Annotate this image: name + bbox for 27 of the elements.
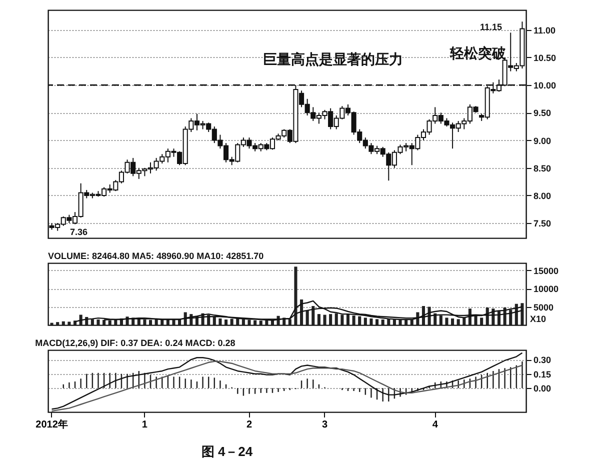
y-tick-label: 9.50 — [534, 108, 552, 118]
y-tick-label: 0.15 — [534, 369, 552, 380]
y-tick-label: 15000 — [534, 266, 559, 276]
y-tick-label: 10000 — [534, 284, 559, 294]
x-tick-label: 4 — [432, 420, 438, 430]
chart-title: VOLUME: 82464.80 MA5: 48960.90 MA10: 42851.70 — [48, 251, 264, 261]
annotation: 轻松突破 — [449, 45, 507, 61]
annotation: 巨量高点是显著的压力 — [263, 51, 403, 67]
annotation: 7.36 — [70, 227, 88, 237]
caption: 图 4－24 — [201, 444, 254, 459]
x-tick-label: 1 — [142, 420, 148, 430]
y-tick-label: 0.30 — [534, 355, 552, 366]
text: X10 — [530, 314, 546, 324]
y-tick-label: 10.50 — [534, 52, 556, 63]
x-tick-label: 2012年 — [36, 418, 68, 430]
chart-title: MACD(12,26,9) DIF: 0.37 DEA: 0.24 MACD: 0.28 — [35, 338, 236, 348]
x-tick-label: 3 — [322, 420, 328, 430]
annotation: 11.15 — [480, 22, 502, 32]
y-tick-label: 5000 — [534, 302, 554, 312]
y-tick-label: 8.00 — [534, 190, 552, 201]
x-tick-label: 2 — [246, 420, 252, 430]
y-tick-label: 0.00 — [534, 384, 552, 394]
y-tick-label: 11.00 — [534, 25, 556, 36]
y-tick-label: 10.00 — [534, 80, 556, 91]
y-tick-label: 7.50 — [534, 218, 552, 229]
y-tick-label: 9.00 — [534, 136, 552, 146]
y-tick-label: 8.50 — [534, 163, 552, 174]
